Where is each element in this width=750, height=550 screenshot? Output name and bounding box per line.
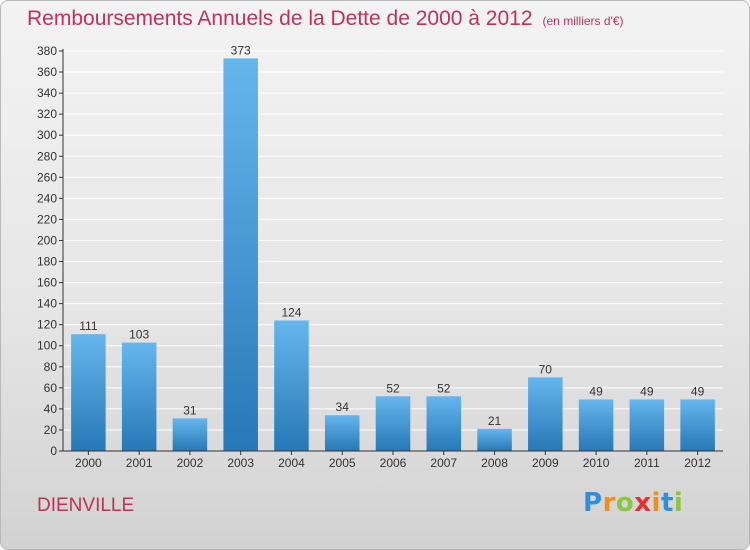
bar-2009: [528, 377, 563, 451]
data-label-2004: 124: [281, 305, 301, 319]
x-tick-label-2004: 2004: [278, 456, 305, 470]
bar-2001: [121, 342, 157, 451]
x-tick-label-2000: 2000: [75, 456, 102, 470]
bar-2006: [375, 396, 411, 451]
bar-2000: [71, 334, 106, 451]
y-tick-label: 0: [50, 444, 57, 458]
logo-letter: i: [651, 488, 661, 518]
y-tick-label: 160: [37, 276, 57, 290]
x-tick-label-2005: 2005: [329, 456, 356, 470]
logo-letter: i: [673, 488, 684, 518]
y-tick-label: 360: [37, 65, 57, 79]
data-label-2010: 49: [589, 384, 603, 398]
data-label-2011: 49: [640, 384, 654, 398]
y-tick-label: 120: [37, 318, 57, 332]
data-label-2012: 49: [691, 384, 705, 398]
y-tick-label: 300: [37, 128, 57, 142]
y-tick-label: 340: [37, 86, 57, 100]
y-tick-label: 100: [37, 339, 57, 353]
x-tick-label-2007: 2007: [430, 456, 457, 470]
y-tick-label: 260: [37, 170, 57, 184]
bar-2011: [629, 399, 665, 451]
logo-letter: x: [634, 488, 652, 518]
y-tick-label: 380: [37, 44, 57, 58]
chart-title: Remboursements Annuels de la Dette de 20…: [27, 7, 624, 31]
x-tick-label-2008: 2008: [481, 456, 508, 470]
data-label-2009: 70: [539, 362, 553, 376]
chart-title-text: Remboursements Annuels de la Dette de 20…: [27, 7, 533, 30]
y-tick-label: 20: [44, 423, 58, 437]
x-tick-label-2006: 2006: [380, 456, 407, 470]
y-tick-label: 60: [44, 381, 58, 395]
y-tick-label: 220: [37, 212, 57, 226]
chart-unit-label: (en milliers d'€): [542, 14, 624, 28]
y-tick-label: 40: [44, 402, 58, 416]
x-tick-label-2012: 2012: [684, 456, 711, 470]
logo-letter: t: [660, 488, 674, 518]
bar-2002: [172, 418, 208, 451]
y-tick-label: 140: [37, 297, 57, 311]
x-tick-label-2010: 2010: [583, 456, 610, 470]
x-tick-label-2001: 2001: [126, 456, 153, 470]
bars: 111 103 31 373 124 34 52 52 21 70 49 49 49: [71, 43, 715, 452]
x-tick-label-2002: 2002: [177, 456, 204, 470]
bar-2007: [426, 396, 462, 451]
x-tick-label-2011: 2011: [634, 456, 660, 470]
data-label-2003: 373: [231, 43, 251, 57]
y-tick-label: 280: [37, 149, 57, 163]
y-tick-label: 320: [37, 107, 57, 121]
logo-letter: o: [615, 488, 635, 518]
bar-2010: [578, 399, 614, 451]
data-label-2002: 31: [183, 403, 197, 417]
bar-2004: [274, 320, 309, 451]
commune-name: DIENVILLE: [37, 495, 135, 516]
y-tick-label: 240: [37, 191, 57, 205]
x-tick-label-2003: 2003: [227, 456, 254, 470]
data-label-2007: 52: [437, 381, 451, 395]
logo-letter: r: [602, 488, 616, 518]
bar-2012: [680, 399, 715, 451]
bar-2003: [223, 58, 258, 452]
x-tick-label-2009: 2009: [532, 456, 559, 470]
proxiti-logo: Proxiti: [583, 488, 683, 518]
data-label-2001: 103: [129, 328, 149, 342]
y-tick-label: 80: [44, 360, 58, 374]
data-label-2005: 34: [336, 400, 350, 414]
axes: 0 20 40 60 80 100 120 140 160 180 200 220 240 260 280 3…: [37, 44, 723, 470]
data-label-2008: 21: [488, 414, 502, 428]
y-tick-label: 200: [37, 233, 57, 247]
data-label-2006: 52: [386, 381, 400, 395]
bar-2005: [324, 415, 360, 451]
bar-2008: [477, 428, 512, 451]
logo-letter: P: [583, 488, 603, 518]
data-label-2000: 111: [79, 319, 98, 333]
y-tick-label: 180: [37, 255, 57, 269]
